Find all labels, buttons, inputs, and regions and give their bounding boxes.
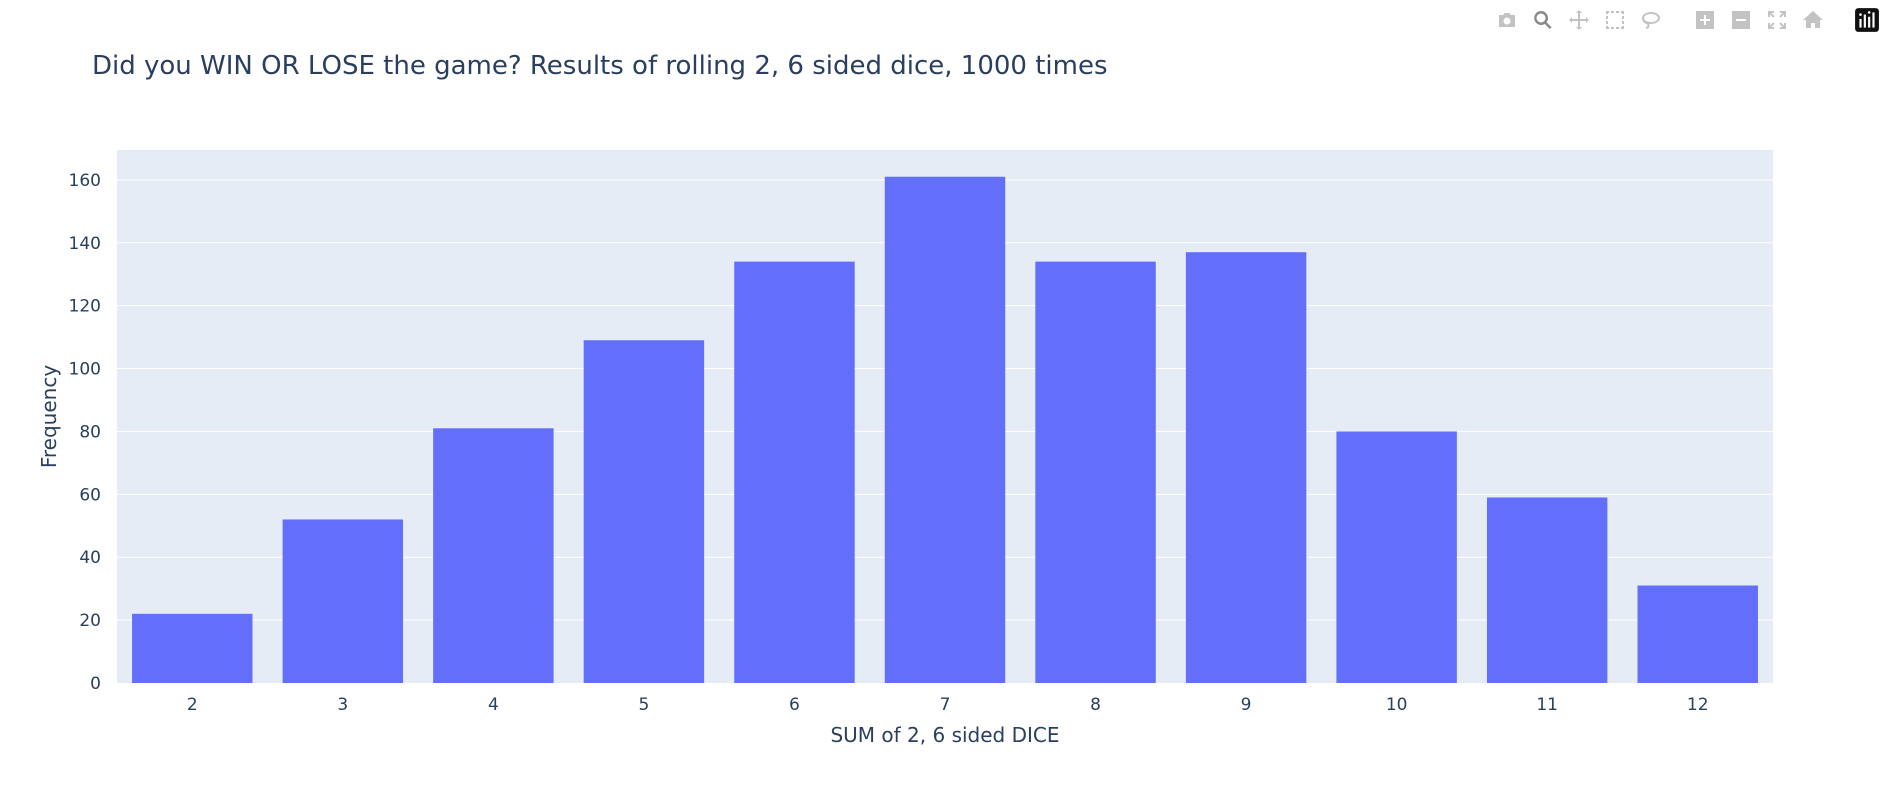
x-tick-label: 4: [488, 695, 499, 715]
y-tick-label: 160: [69, 171, 101, 191]
zoom-out-icon[interactable]: [1723, 8, 1759, 32]
reset-axes-icon[interactable]: [1795, 8, 1831, 32]
box-select-icon[interactable]: [1597, 8, 1633, 32]
modebar-group: [1489, 8, 1669, 32]
y-tick-label: 40: [79, 548, 101, 568]
y-axis-title: Frequency: [37, 365, 61, 468]
x-tick-label: 6: [789, 695, 800, 715]
modebar: [1471, 8, 1885, 32]
bar-9[interactable]: [1185, 252, 1307, 684]
x-tick-label: 12: [1687, 695, 1709, 715]
bar-6[interactable]: [734, 261, 855, 683]
y-tick-label: 140: [69, 234, 101, 254]
zoom-icon[interactable]: [1525, 8, 1561, 32]
pan-icon[interactable]: [1561, 8, 1597, 32]
bar-3[interactable]: [282, 519, 404, 683]
x-tick-label: 7: [940, 695, 951, 715]
x-tick-label: 3: [337, 695, 348, 715]
x-tick-label: 11: [1536, 695, 1558, 715]
x-tick-label: 8: [1090, 695, 1101, 715]
y-tick-label: 20: [79, 611, 101, 631]
bar-5[interactable]: [583, 340, 705, 683]
x-tick-label: 5: [638, 695, 649, 715]
lasso-select-icon[interactable]: [1633, 8, 1669, 32]
modebar-group: [1849, 8, 1885, 32]
autoscale-icon[interactable]: [1759, 8, 1795, 32]
bar-8[interactable]: [1035, 261, 1156, 683]
bar-11[interactable]: [1486, 497, 1608, 683]
x-tick-label: 10: [1386, 695, 1408, 715]
bar-2[interactable]: [132, 613, 253, 683]
bar-4[interactable]: [433, 428, 554, 683]
chart-title: Did you WIN OR LOSE the game? Results of…: [92, 51, 1108, 81]
x-tick-label: 2: [187, 695, 198, 715]
y-tick-label: 80: [79, 422, 101, 442]
modebar-group: [1687, 8, 1831, 32]
y-tick-label: 60: [79, 485, 101, 505]
y-tick-label: 100: [69, 360, 101, 380]
x-axis-ticks: 2 3 4 5 6 7 8 9 10 11 12: [187, 695, 1709, 715]
y-tick-label: 0: [90, 674, 101, 694]
y-axis-ticks: 0 20 40 60 80 100 120 140 160: [69, 171, 101, 694]
bars: [132, 176, 1758, 684]
x-axis-title: SUM of 2, 6 sided DICE: [830, 723, 1059, 747]
camera-icon[interactable]: [1489, 8, 1525, 32]
y-tick-label: 120: [69, 297, 101, 317]
bar-10[interactable]: [1336, 431, 1457, 683]
bar-7[interactable]: [884, 176, 1006, 683]
plotly-logo-icon[interactable]: [1849, 8, 1885, 32]
zoom-in-icon[interactable]: [1687, 8, 1723, 32]
x-tick-label: 9: [1241, 695, 1252, 715]
bar-12[interactable]: [1637, 585, 1758, 683]
